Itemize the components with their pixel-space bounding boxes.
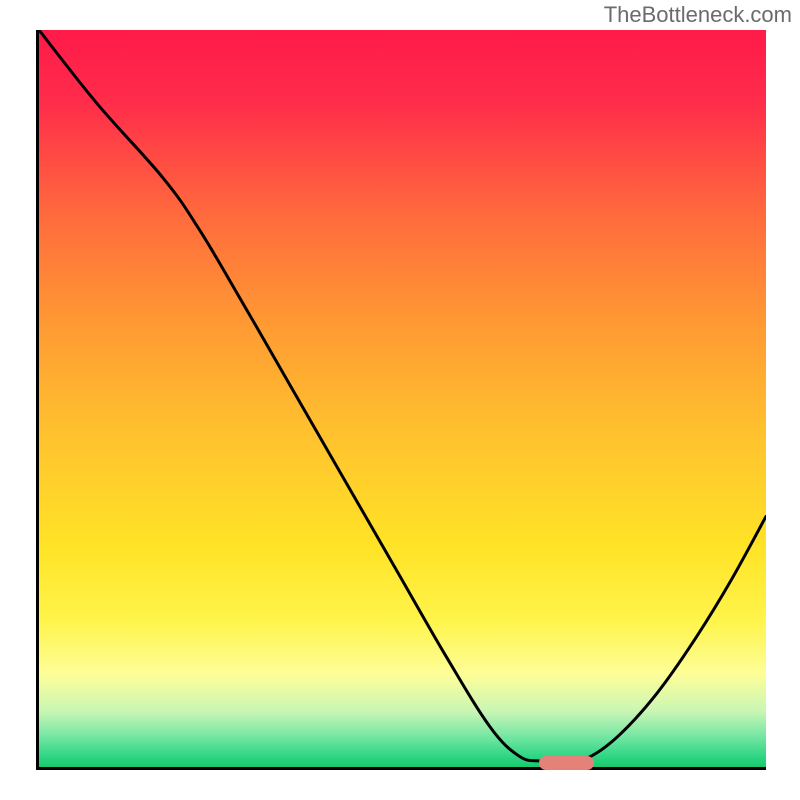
- optimal-range-marker: [539, 756, 594, 770]
- bottleneck-curve: [39, 30, 766, 767]
- watermark-text: TheBottleneck.com: [604, 2, 792, 28]
- plot-area: [36, 30, 766, 770]
